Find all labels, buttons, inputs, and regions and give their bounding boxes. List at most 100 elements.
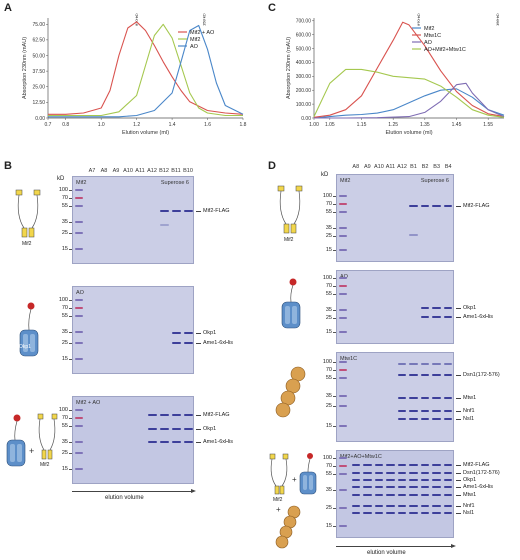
protein-band — [409, 363, 418, 365]
ladder-band — [339, 369, 347, 371]
protein-band — [183, 332, 193, 335]
lane-header: B4 — [444, 164, 452, 170]
protein-band — [363, 472, 372, 475]
ladder-tick — [69, 332, 72, 333]
ladder-band — [339, 489, 347, 491]
protein-band — [397, 494, 407, 497]
ladder-tick — [69, 418, 72, 419]
label-ame1: Ame1-6xHis — [463, 314, 493, 320]
protein-band — [183, 342, 193, 345]
y-tick-label: 400.00 — [296, 60, 312, 66]
mif2-dimer-icon — [15, 189, 41, 238]
series-line — [313, 68, 505, 118]
ladder-label: 70 — [325, 283, 332, 289]
ladder-label: 15 — [61, 356, 68, 362]
gel-tag: AO — [76, 290, 84, 296]
ladder-label: 25 — [61, 340, 68, 346]
lane-header: B1 — [410, 164, 417, 170]
ladder-band — [339, 331, 347, 333]
ladder-label: 25 — [325, 403, 332, 409]
arrow-head-icon — [451, 544, 456, 548]
protein-band — [409, 505, 418, 508]
protein-band — [171, 414, 181, 417]
ladder-tick — [69, 316, 72, 317]
protein-band — [443, 410, 453, 413]
icon-label: Mif2 — [40, 462, 50, 468]
ladder-band — [339, 309, 347, 311]
ladder-tick — [69, 233, 72, 234]
series-line — [313, 21, 505, 118]
gel-tag: Mtw1C — [340, 356, 358, 362]
svg-text:+: + — [292, 475, 297, 484]
legend-label: AO+Mif2+Mtw1C — [424, 47, 466, 53]
y-tick-label: 500.00 — [296, 46, 312, 52]
series-line — [48, 23, 243, 117]
protein-band — [374, 486, 384, 489]
protein-band — [159, 428, 169, 431]
ladder-tick — [333, 508, 336, 509]
protein-band — [443, 316, 453, 319]
protein-band — [363, 512, 372, 515]
protein-band — [443, 397, 453, 400]
ladder-band — [339, 317, 347, 319]
legend-label: Mif2 — [424, 26, 434, 32]
protein-band — [363, 479, 372, 482]
protein-band — [432, 486, 441, 489]
ladder-tick — [333, 318, 336, 319]
panel-d: kD A8 A9 A10 A11 A12 B1 B2 B3 B4 Mif2 Superose 6… — [264, 160, 520, 560]
ladder-tick — [333, 396, 336, 397]
x-tick-label: 1.55 — [483, 122, 493, 128]
protein-band — [409, 472, 418, 475]
ladder-tick — [333, 204, 336, 205]
y-tick-label: 50.00 — [32, 53, 45, 59]
column-label: Superose 6 — [420, 178, 449, 184]
okp1-ame1-icon — [281, 278, 301, 329]
ao-mif2-mtw1c-icon: + + — [269, 453, 317, 549]
ladder-band — [75, 331, 83, 333]
x-tick-label: 1.6 — [204, 122, 211, 128]
protein-band — [363, 494, 372, 497]
ladder-label: 15 — [325, 523, 332, 529]
gel-ao: AO — [72, 286, 194, 374]
kd-label: kD — [321, 172, 329, 178]
ladder-band — [75, 299, 83, 301]
series-line — [48, 21, 244, 115]
size-marker-label: 158 kD — [202, 13, 207, 26]
protein-band — [443, 494, 453, 497]
ladder-band — [339, 361, 347, 363]
ladder-label: 15 — [61, 466, 68, 472]
ladder-label: 35 — [61, 329, 68, 335]
x-tick-label: 1.4 — [169, 122, 176, 128]
panel-letter-d: D — [268, 160, 276, 172]
ladder-band — [75, 425, 83, 427]
protein-band — [183, 441, 193, 444]
ladder-band — [339, 405, 347, 407]
protein-band — [420, 316, 430, 319]
y-tick-label: 62.50 — [32, 38, 45, 44]
lane-header: A12 — [147, 168, 157, 174]
label-nsl1: Nsl1 — [463, 510, 475, 516]
protein-band — [159, 224, 169, 226]
ladder-tick — [69, 300, 72, 301]
protein-band — [386, 479, 395, 482]
ladder-label: 35 — [325, 487, 332, 493]
protein-band — [386, 505, 395, 508]
legend-label: AO — [424, 40, 433, 46]
protein-band — [432, 363, 441, 365]
protein-band — [397, 486, 407, 489]
ladder-tick — [69, 426, 72, 427]
lane-header: A9 — [112, 168, 120, 174]
ladder-label: 35 — [61, 219, 68, 225]
protein-band — [386, 494, 395, 497]
x-axis-label: Elution volume (ml) — [122, 130, 169, 136]
lane-header: A9 — [363, 164, 371, 170]
series-line — [314, 82, 505, 119]
ladder-label: 15 — [61, 246, 68, 252]
label-ame1: Ame1-6xHis — [203, 340, 233, 346]
protein-band — [409, 374, 418, 377]
protein-band — [443, 505, 453, 508]
protein-band — [351, 505, 361, 508]
ladder-tick — [333, 196, 336, 197]
protein-band — [374, 494, 384, 497]
protein-band — [183, 210, 193, 213]
